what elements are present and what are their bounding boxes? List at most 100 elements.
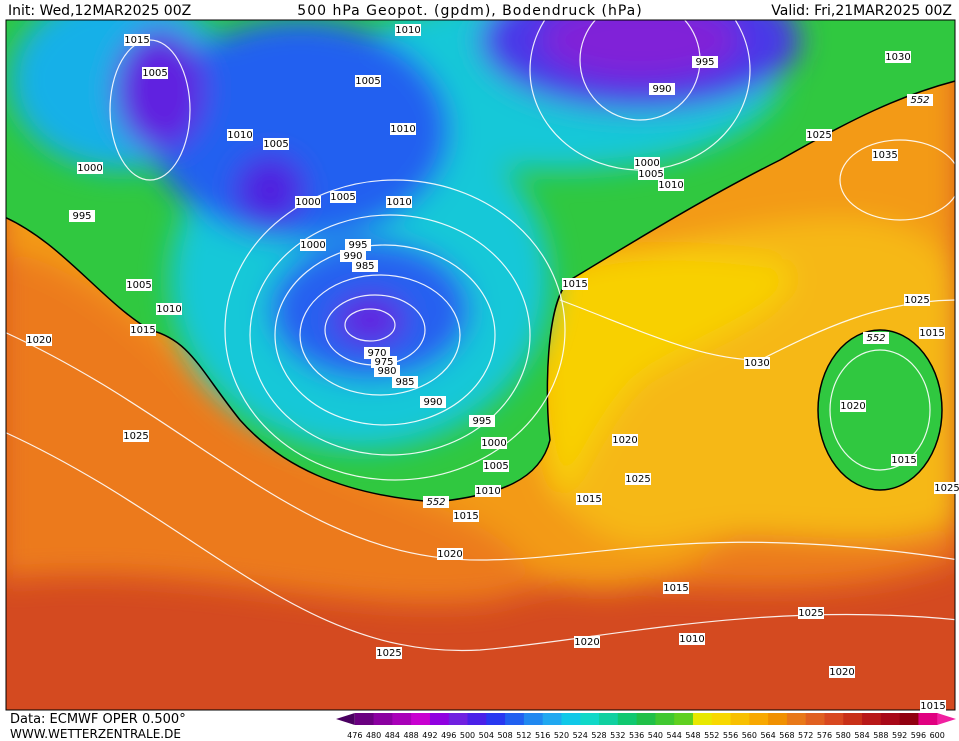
- colorbar-label: 536: [629, 731, 644, 740]
- label-box: [658, 179, 684, 191]
- label-box: [863, 332, 889, 344]
- colorbar-swatch: [862, 713, 882, 725]
- isobar-label: 1020: [612, 435, 637, 446]
- label-box: [634, 157, 660, 169]
- isobar-label: 1030: [744, 358, 769, 369]
- label-box: [392, 376, 418, 388]
- label-box: [123, 430, 149, 442]
- colorbar-swatch: [561, 713, 581, 725]
- isobar-label: 990: [423, 397, 442, 408]
- colorbar-swatch: [786, 713, 807, 725]
- isobar-label: 975: [374, 357, 393, 368]
- colorbar-label: 484: [385, 731, 400, 740]
- colorbar-label: 560: [742, 731, 757, 740]
- label-box: [907, 94, 933, 106]
- isobar-label: 1010: [156, 304, 181, 315]
- label-box: [142, 67, 168, 79]
- isobar-label: 1035: [872, 150, 897, 161]
- isobar-label: 1000: [77, 163, 102, 174]
- label-box: [390, 123, 416, 135]
- label-box: [744, 357, 770, 369]
- isobar-label: 1010: [395, 25, 420, 36]
- isobar-label: 552: [866, 333, 885, 344]
- label-box: [663, 582, 689, 594]
- isobar-label: 1005: [355, 76, 380, 87]
- colorbar-swatch: [505, 713, 525, 725]
- isobar-label: 1025: [904, 295, 929, 306]
- colorbar-label: 488: [404, 731, 419, 740]
- isobar-label: 1015: [919, 328, 944, 339]
- colorbar-swatch: [636, 713, 656, 725]
- isobar-label: 990: [652, 84, 671, 95]
- label-box: [130, 324, 156, 336]
- colorbar-label: 572: [798, 731, 813, 740]
- colorbar-swatch: [617, 713, 638, 725]
- colorbar-label: 592: [892, 731, 907, 740]
- isobar-label: 995: [472, 416, 491, 427]
- colorbar-swatch: [692, 713, 713, 725]
- colorbar-label: 524: [573, 731, 588, 740]
- label-box: [638, 168, 664, 180]
- colorbar-swatch: [486, 713, 506, 725]
- isobar-label: 1025: [798, 608, 823, 619]
- label-box: [330, 191, 356, 203]
- label-box: [649, 83, 675, 95]
- isobar-label: 1020: [437, 549, 462, 560]
- isobar-label: 985: [355, 261, 374, 272]
- isobar-label: 1010: [679, 634, 704, 645]
- label-box: [355, 75, 381, 87]
- colorbar-swatch: [749, 713, 769, 725]
- isobar-label: 1005: [638, 169, 663, 180]
- data-source: Data: ECMWF OPER 0.500°: [10, 712, 186, 727]
- isobar-label: 1000: [300, 240, 325, 251]
- colorbar-label: 504: [479, 731, 494, 740]
- colorbar-swatch: [880, 713, 901, 725]
- colorbar-swatch: [392, 713, 412, 725]
- colorbar-swatch: [467, 713, 487, 725]
- colorbar-label: 496: [441, 731, 456, 740]
- label-box: [612, 434, 638, 446]
- label-box: [483, 460, 509, 472]
- label-box: [481, 437, 507, 449]
- label-box: [919, 327, 945, 339]
- isobar-label: 1015: [576, 494, 601, 505]
- label-box: [679, 633, 705, 645]
- label-box: [453, 510, 479, 522]
- colorbar-swatch: [523, 713, 544, 725]
- colorbar-label: 512: [516, 731, 531, 740]
- map-frame: [5, 19, 956, 711]
- isobar-label: 1005: [126, 280, 151, 291]
- isobar-label: 1020: [574, 637, 599, 648]
- colorbar-label: 476: [347, 731, 362, 740]
- label-box: [872, 149, 898, 161]
- label-box: [423, 496, 449, 508]
- colorbar-swatch: [429, 713, 450, 725]
- colorbar-label: 596: [911, 731, 926, 740]
- label-box: [77, 162, 103, 174]
- colorbar-swatch: [448, 713, 469, 725]
- label-box: [904, 294, 930, 306]
- label-box: [126, 279, 152, 291]
- label-box: [374, 365, 400, 377]
- isobar-label: 1010: [475, 486, 500, 497]
- valid-time: Valid: Fri,21MAR2025 00Z: [771, 3, 952, 19]
- colorbar-label: 564: [760, 731, 775, 740]
- isobar-label: 985: [395, 377, 414, 388]
- label-box: [386, 196, 412, 208]
- colorbar-label: 588: [873, 731, 888, 740]
- isobar-label: 1005: [483, 461, 508, 472]
- isobar-label: 1020: [840, 401, 865, 412]
- isobar-label: 552: [910, 95, 929, 106]
- isobar-labels: 1015 1005 1010 1005 1010 995 990 1030 552 1025 103…: [26, 24, 959, 712]
- colorbar-label: 520: [554, 731, 569, 740]
- colorbar-swatch: [805, 713, 825, 725]
- isobar-label: 1015: [562, 279, 587, 290]
- label-box: [420, 396, 446, 408]
- label-box: [625, 473, 651, 485]
- isobar-label: 1015: [124, 35, 149, 46]
- label-box: [340, 250, 366, 262]
- colorbar-swatch: [843, 713, 863, 725]
- isobar-label: 1025: [376, 648, 401, 659]
- colorbar-swatch: [730, 713, 750, 725]
- isobar-label: 552: [426, 497, 445, 508]
